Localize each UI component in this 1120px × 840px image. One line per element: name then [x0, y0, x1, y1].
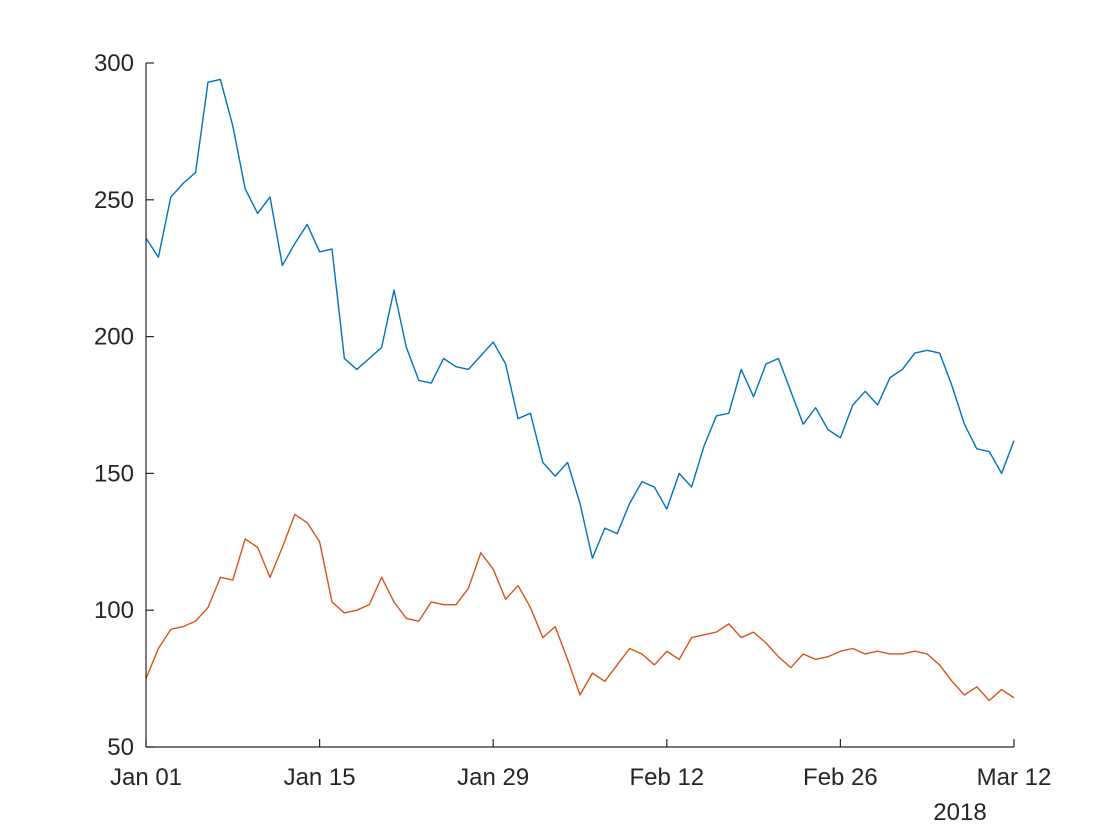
y-tick-label: 250 — [94, 187, 134, 214]
series-layer — [145, 78, 1015, 702]
x-tick-label: Feb 12 — [629, 764, 704, 791]
series-1-line — [145, 78, 1015, 559]
series-2-line — [145, 513, 1015, 702]
x-tick-label: Jan 01 — [110, 764, 182, 791]
axes — [145, 63, 1014, 748]
y-tick-label: 150 — [94, 460, 134, 487]
x-axis-secondary-label: 2018 — [933, 799, 986, 826]
x-tick-label: Jan 15 — [284, 764, 356, 791]
y-tick-label: 200 — [94, 324, 134, 351]
y-tick-label: 300 — [94, 50, 134, 77]
x-tick-label: Mar 12 — [977, 764, 1052, 791]
y-tick-label: 100 — [94, 597, 134, 624]
y-ticks: 50 100 150 200 250 300 — [94, 50, 154, 761]
x-tick-label: Feb 26 — [803, 764, 878, 791]
y-tick-label: 50 — [107, 734, 134, 761]
x-tick-label: Jan 29 — [457, 764, 529, 791]
x-ticks: Jan 01 Jan 15 Jan 29 Feb 12 Feb 26 Mar 12 — [110, 739, 1051, 791]
